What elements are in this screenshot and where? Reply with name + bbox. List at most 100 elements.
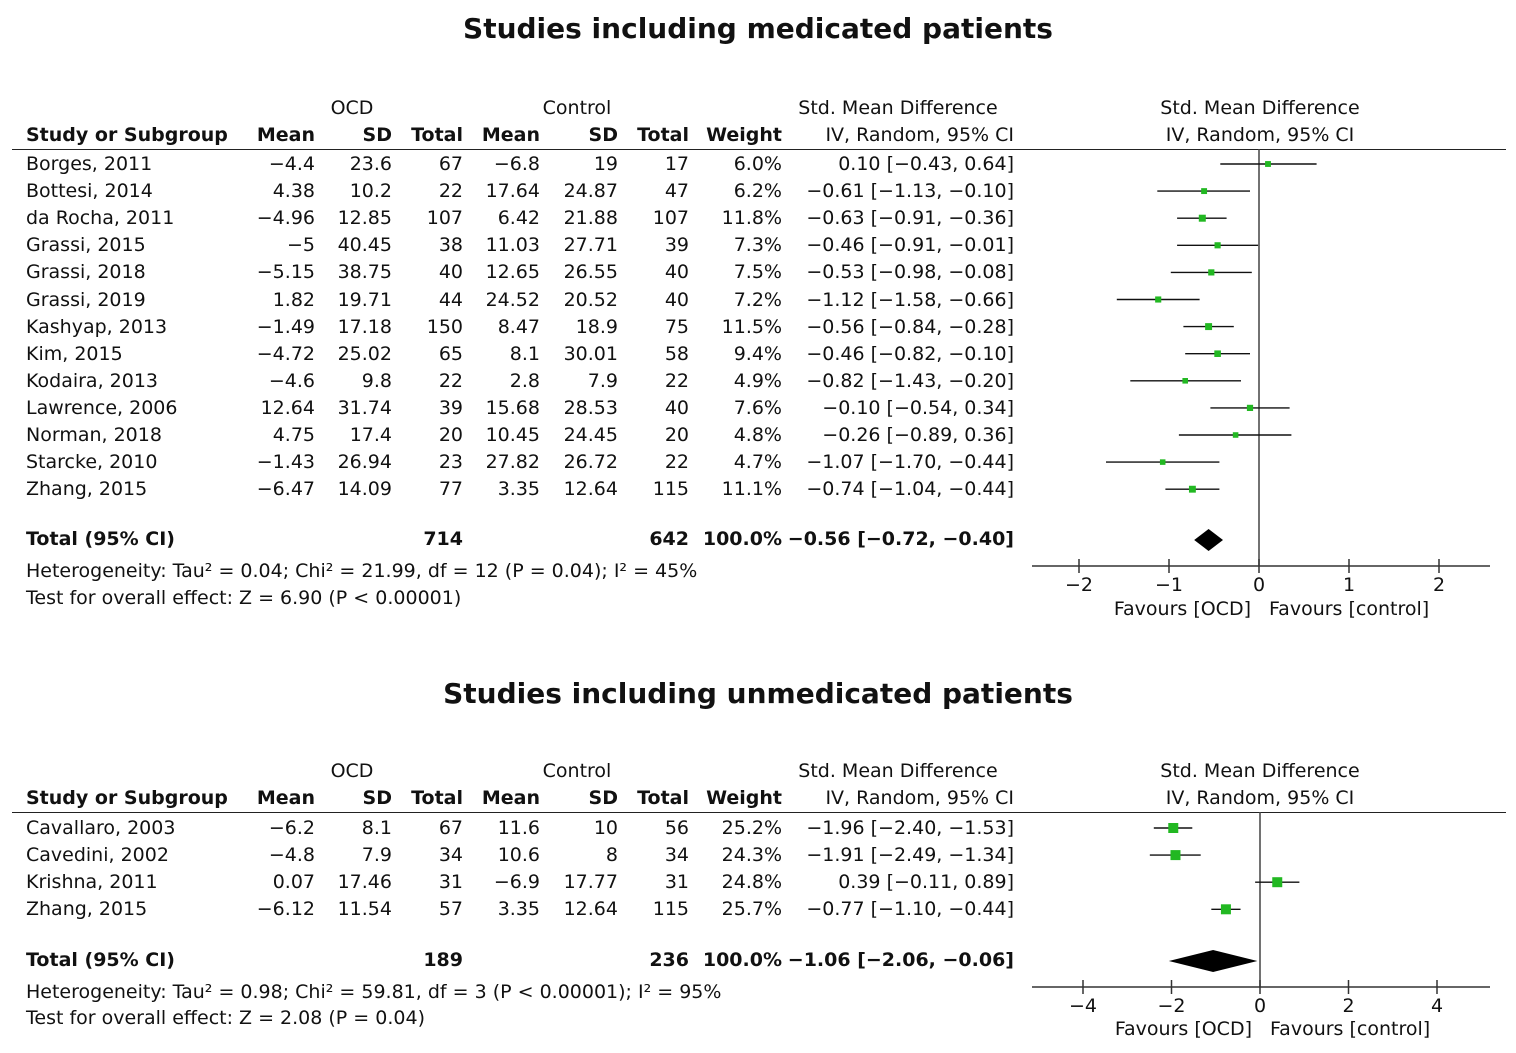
- row-ci_text: −0.53 [−0.98, −0.08]: [806, 261, 1014, 284]
- header-weight: Weight: [706, 124, 782, 146]
- row-ctl_total: 22: [664, 451, 689, 474]
- row-weight: 25.7%: [721, 898, 782, 921]
- effect-square: [1198, 214, 1206, 222]
- row-ctl_mean: 17.64: [485, 180, 540, 203]
- header-ocd-sd: SD: [362, 787, 392, 809]
- row-ocd_mean: 1.82: [272, 288, 315, 311]
- row-ocd_mean: −4.96: [256, 207, 315, 230]
- row-ctl_mean: 24.52: [485, 288, 540, 311]
- row-ctl_total: 115: [652, 478, 689, 501]
- row-ctl_mean: −6.9: [493, 871, 540, 894]
- row-name: Starcke, 2010: [26, 451, 158, 474]
- row-ci_text: −0.74 [−1.04, −0.44]: [806, 478, 1014, 501]
- row-ci_text: −1.07 [−1.70, −0.44]: [806, 451, 1014, 474]
- axis-tick-label: 2: [1433, 574, 1445, 596]
- row-ctl_sd: 24.45: [563, 424, 618, 446]
- row-name: Bottesi, 2014: [26, 180, 153, 203]
- row-ctl_total: 75: [664, 315, 689, 338]
- header-weight: Weight: [706, 787, 782, 809]
- header-ocd: OCD: [330, 760, 374, 782]
- row-ctl_total: 115: [652, 898, 689, 921]
- row-ocd_mean: 0.07: [272, 871, 315, 894]
- row-ocd_sd: 23.6: [349, 153, 392, 175]
- effect-square: [1155, 296, 1162, 303]
- axis-tick-label: −2: [1065, 574, 1093, 596]
- row-ocd_sd: 25.02: [337, 342, 392, 365]
- total-ci: −1.06 [−2.06, −0.06]: [787, 949, 1014, 971]
- header-rule: [12, 812, 1506, 813]
- row-weight: 24.8%: [721, 871, 782, 894]
- row-weight: 4.9%: [733, 369, 782, 392]
- row-ci_text: −1.96 [−2.40, −1.53]: [806, 817, 1014, 839]
- row-ctl_mean: 10.45: [485, 424, 540, 446]
- header-method-plot: IV, Random, 95% CI: [1165, 124, 1355, 146]
- row-ctl_total: 22: [664, 369, 689, 392]
- row-ctl_sd: 28.53: [563, 396, 618, 419]
- row-name: Cavallaro, 2003: [26, 817, 176, 839]
- row-ocd_total: 44: [438, 288, 463, 311]
- header-ocd: OCD: [330, 97, 374, 119]
- row-ocd_mean: −6.47: [256, 478, 315, 501]
- row-ctl_total: 40: [664, 288, 689, 311]
- row-weight: 7.5%: [733, 261, 782, 284]
- row-ci_text: −0.82 [−1.43, −0.20]: [806, 369, 1014, 392]
- total-weight: 100.0%: [702, 949, 782, 971]
- row-ctl_sd: 18.9: [575, 315, 618, 338]
- row-name: Grassi, 2018: [26, 261, 146, 284]
- effect-square: [1220, 904, 1231, 915]
- effect-square: [1246, 404, 1254, 412]
- row-ctl_mean: 3.35: [497, 898, 540, 921]
- favours-ocd-label: Favours [OCD]: [1114, 598, 1251, 620]
- axis-tick-label: 0: [1254, 995, 1266, 1017]
- pooled-diamond: [1194, 529, 1223, 551]
- row-ocd_total: 23: [438, 451, 463, 474]
- row-ctl_sd: 12.64: [563, 898, 618, 921]
- header-smd-plot: Std. Mean Difference: [1160, 97, 1360, 119]
- row-ocd_mean: −5: [286, 234, 315, 257]
- row-ocd_total: 57: [438, 898, 463, 921]
- row-name: Kim, 2015: [26, 342, 123, 365]
- row-ctl_total: 47: [664, 180, 689, 203]
- row-ctl_sd: 10: [593, 817, 618, 839]
- row-ocd_sd: 17.46: [337, 871, 392, 894]
- row-ci_text: −0.61 [−1.13, −0.10]: [806, 180, 1014, 203]
- effect-square: [1188, 485, 1196, 493]
- row-ocd_mean: −5.15: [256, 261, 315, 284]
- row-ocd_mean: −4.6: [268, 369, 315, 392]
- row-ocd_total: 20: [438, 424, 463, 446]
- header-ocd-sd: SD: [362, 124, 392, 146]
- header-control: Control: [542, 97, 612, 119]
- row-ocd_sd: 10.2: [349, 180, 392, 203]
- row-ocd_total: 150: [426, 315, 463, 338]
- row-ocd_total: 67: [438, 153, 463, 175]
- panel2-title: Studies including unmedicated patients: [443, 677, 1073, 710]
- axis-tick-label: 2: [1342, 995, 1354, 1017]
- row-ocd_mean: −1.43: [256, 451, 315, 474]
- effect-square: [1182, 378, 1188, 384]
- row-ci_text: −0.46 [−0.91, −0.01]: [806, 234, 1014, 257]
- total-ci: −0.56 [−0.72, −0.40]: [787, 528, 1014, 550]
- row-ctl_sd: 24.87: [563, 180, 618, 203]
- row-ctl_sd: 21.88: [563, 207, 618, 230]
- row-ctl_sd: 26.72: [563, 451, 618, 474]
- row-ctl_sd: 7.9: [587, 369, 618, 392]
- row-ctl_total: 58: [664, 342, 689, 365]
- row-name: Borges, 2011: [26, 153, 153, 175]
- total-weight: 100.0%: [702, 528, 782, 550]
- row-ctl_mean: 8.47: [497, 315, 540, 338]
- row-ctl_sd: 20.52: [563, 288, 618, 311]
- row-weight: 7.2%: [733, 288, 782, 311]
- row-name: Grassi, 2019: [26, 288, 146, 311]
- row-weight: 7.3%: [733, 234, 782, 257]
- row-ocd_mean: −6.12: [256, 898, 315, 921]
- row-ctl_total: 40: [664, 396, 689, 419]
- row-ctl_mean: 27.82: [485, 451, 540, 474]
- row-ocd_sd: 8.1: [361, 817, 392, 839]
- header-smd-plot: Std. Mean Difference: [1160, 760, 1360, 782]
- row-ctl_mean: 12.65: [485, 261, 540, 284]
- row-ci_text: −0.56 [−0.84, −0.28]: [806, 315, 1014, 338]
- header-ocd-mean: Mean: [256, 124, 315, 146]
- row-weight: 6.2%: [733, 180, 782, 203]
